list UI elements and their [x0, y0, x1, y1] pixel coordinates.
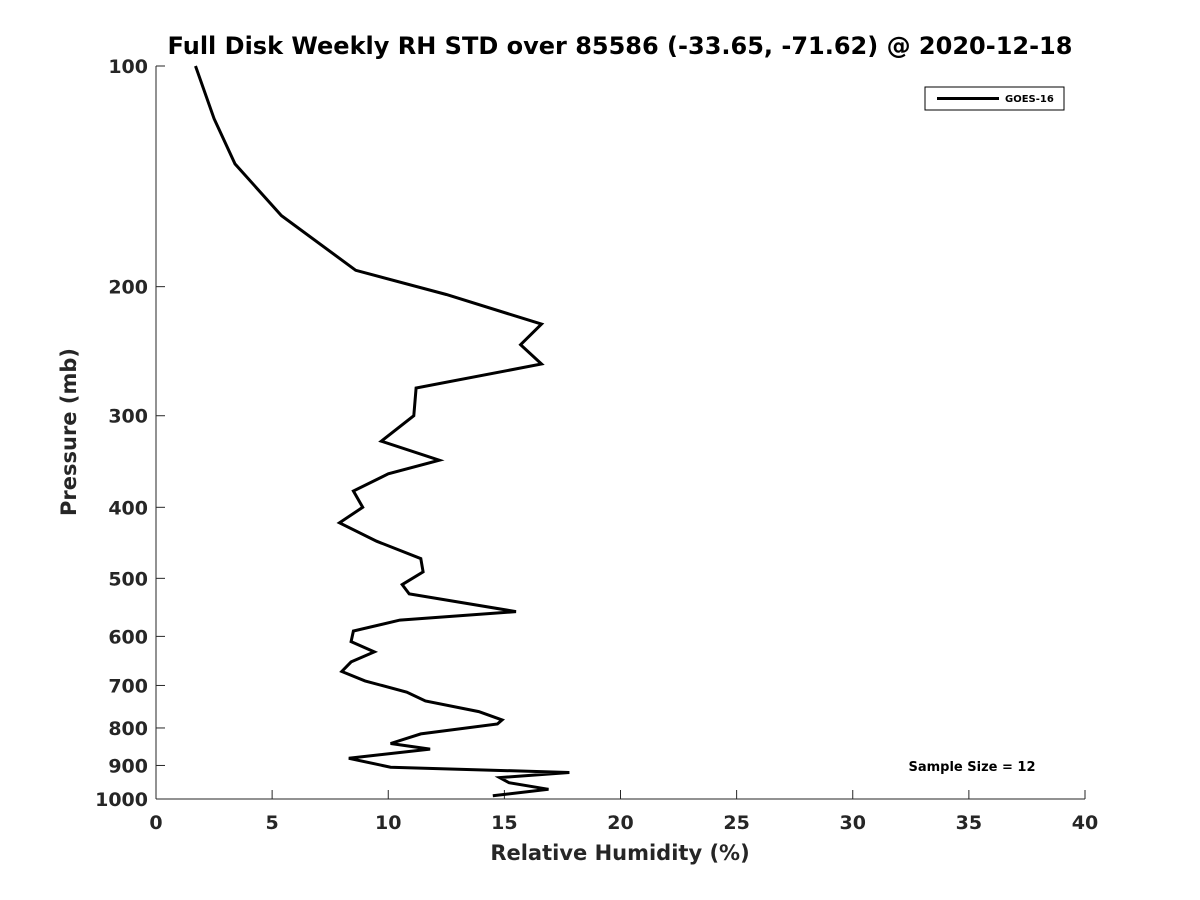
y-tick-label: 400 — [108, 497, 148, 519]
x-tick-label: 25 — [723, 812, 749, 834]
y-tick-label: 900 — [108, 755, 148, 777]
y-tick-label: 700 — [108, 675, 148, 697]
y-tick-label: 800 — [108, 718, 148, 740]
y-tick-label: 300 — [108, 406, 148, 428]
x-tick-label: 40 — [1072, 812, 1098, 834]
y-tick-label: 500 — [108, 568, 148, 590]
x-axis: 0 5 10 15 20 25 30 35 40 — [149, 790, 1098, 834]
x-tick-label: 20 — [607, 812, 633, 834]
chart-title: Full Disk Weekly RH STD over 85586 (-33.… — [168, 32, 1073, 60]
y-tick-label: 600 — [108, 626, 148, 648]
y-axis-label: Pressure (mb) — [57, 348, 81, 516]
series-line-goes-16 — [194, 65, 570, 798]
x-tick-label: 5 — [266, 812, 279, 834]
x-axis-label: Relative Humidity (%) — [490, 841, 749, 865]
x-tick-label: 10 — [375, 812, 401, 834]
plot-area: 100 200 300 400 500 600 700 800 900 1000 0 5 10 15 20… — [95, 56, 1098, 834]
sample-size-annotation: Sample Size = 12 — [908, 760, 1035, 775]
x-tick-label: 30 — [840, 812, 866, 834]
y-tick-label: 200 — [108, 277, 148, 299]
y-tick-label: 100 — [108, 56, 148, 78]
series-layer — [194, 65, 570, 798]
legend: GOES-16 — [924, 86, 1065, 111]
y-axis: 100 200 300 400 500 600 700 800 900 1000 — [95, 56, 165, 811]
x-tick-label: 0 — [149, 812, 162, 834]
legend-label-goes-16: GOES-16 — [1005, 94, 1054, 105]
y-tick-label: 1000 — [95, 789, 148, 811]
x-tick-label: 15 — [491, 812, 517, 834]
x-tick-label: 35 — [956, 812, 982, 834]
